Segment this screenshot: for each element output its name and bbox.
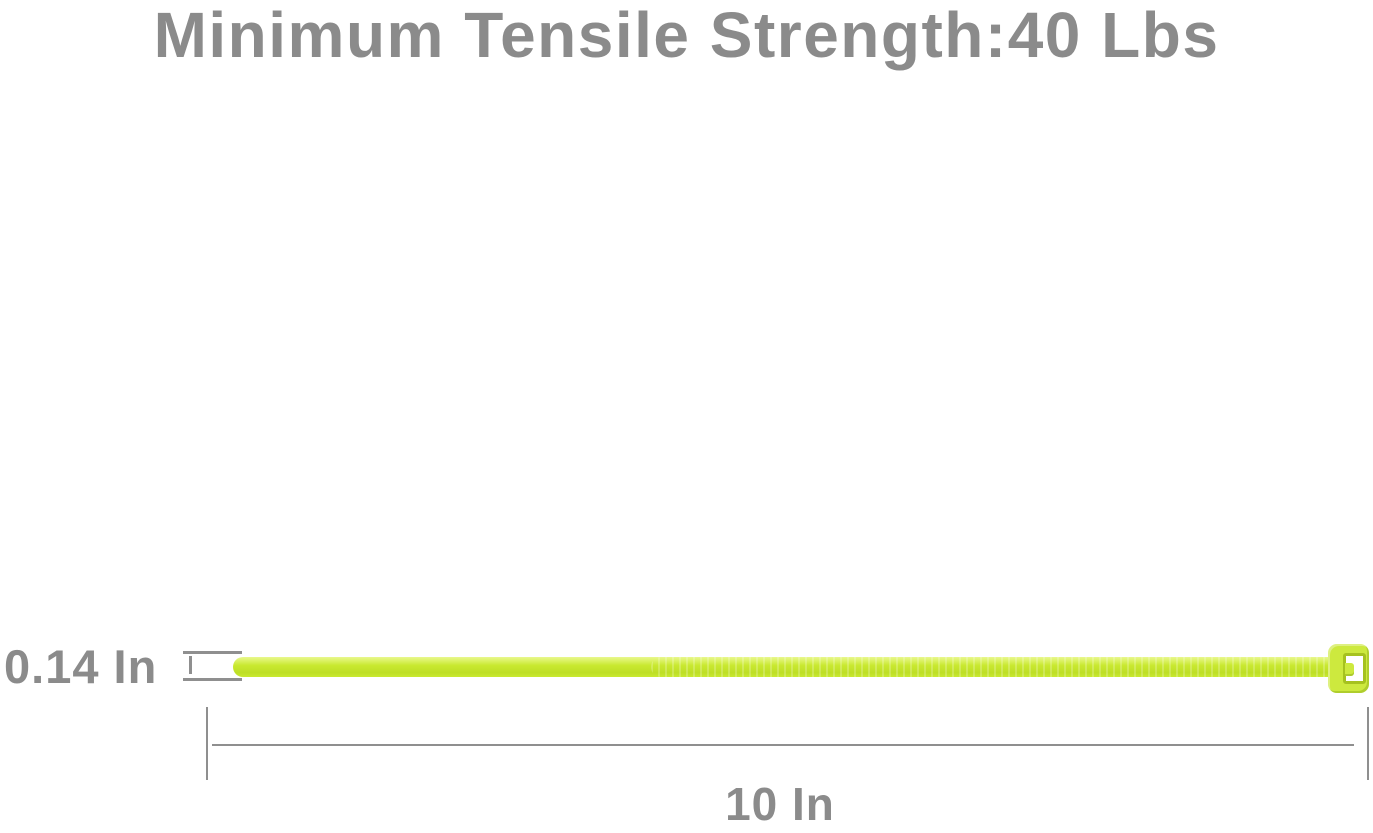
length-dimension-label: 10 In	[725, 778, 835, 830]
width-bracket-tick	[189, 656, 192, 674]
width-bracket-top-line	[183, 651, 242, 654]
width-dimension-label: 0.14 In	[4, 640, 158, 693]
cable-tie-head	[1328, 644, 1369, 693]
length-extension-line-right	[1367, 707, 1369, 780]
cable-tie-strap	[233, 657, 1332, 677]
width-bracket-bottom-line	[183, 678, 242, 681]
tensile-strength-title: Minimum Tensile Strength:40 Lbs	[153, 0, 1220, 71]
cable-tie-head-slot	[1343, 653, 1366, 684]
length-extension-line-left	[206, 707, 208, 780]
cable-tie-head-pawl	[1345, 663, 1354, 676]
length-dimension-line	[212, 744, 1354, 746]
cable-tie-serrations	[650, 657, 1332, 677]
